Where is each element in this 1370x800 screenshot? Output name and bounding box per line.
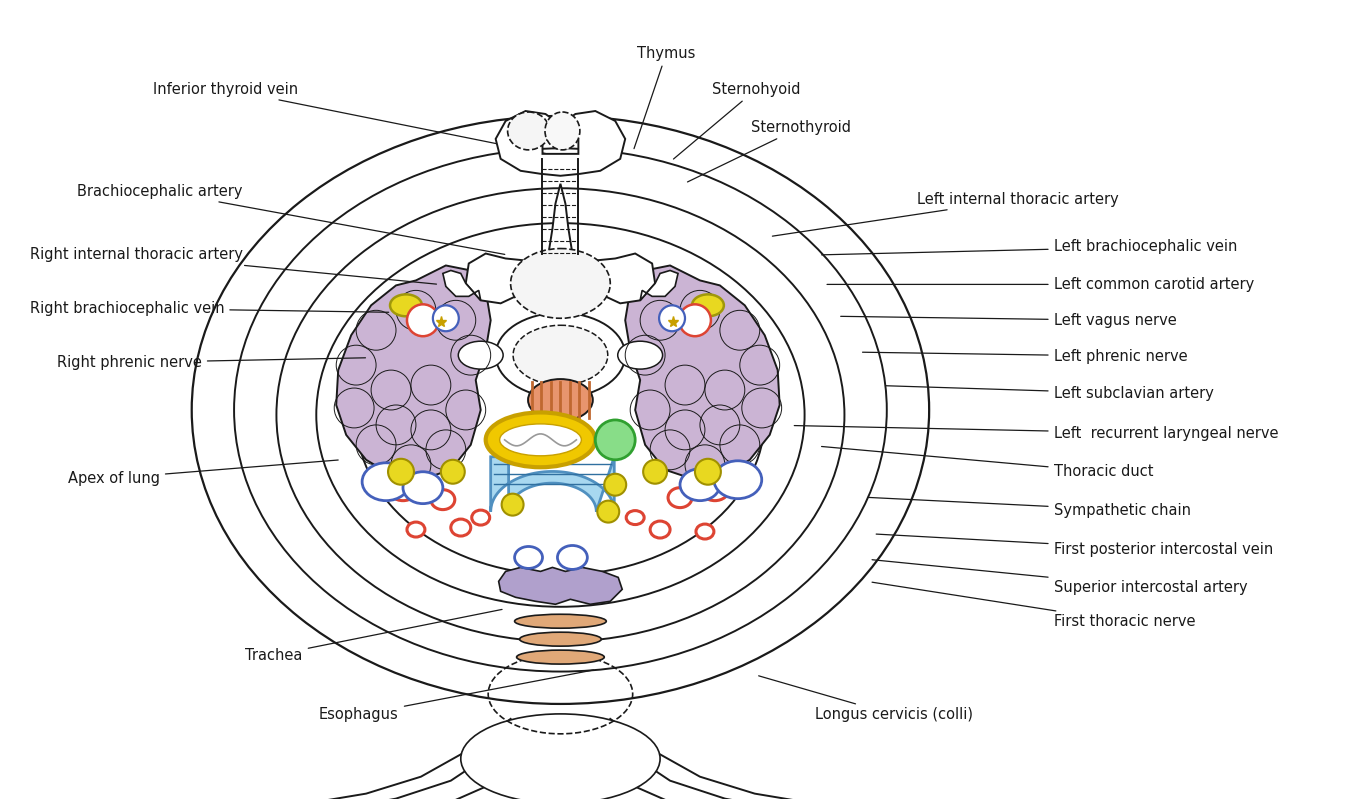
Polygon shape [336,266,490,480]
Ellipse shape [618,342,663,369]
Ellipse shape [496,313,625,398]
Ellipse shape [403,472,443,504]
Ellipse shape [277,188,844,642]
Circle shape [643,460,667,484]
Ellipse shape [389,478,416,501]
Text: Longus cervicis (colli): Longus cervicis (colli) [759,676,973,722]
Text: Left subclavian artery: Left subclavian artery [886,386,1214,401]
Circle shape [388,458,414,485]
Text: First thoracic nerve: First thoracic nerve [873,582,1195,629]
Text: Sympathetic chain: Sympathetic chain [869,498,1191,518]
Ellipse shape [511,249,610,318]
Text: Apex of lung: Apex of lung [68,460,338,486]
Polygon shape [466,254,655,308]
Text: Left internal thoracic artery: Left internal thoracic artery [773,192,1119,236]
Circle shape [407,304,438,336]
Text: Superior intercostal artery: Superior intercostal artery [873,560,1247,595]
Ellipse shape [192,116,929,704]
Ellipse shape [680,469,719,501]
Ellipse shape [500,424,581,456]
Text: First posterior intercostal vein: First posterior intercostal vein [877,534,1273,558]
Text: Thoracic duct: Thoracic duct [822,446,1154,479]
Polygon shape [640,270,678,300]
Circle shape [596,420,636,460]
Ellipse shape [486,413,596,467]
Polygon shape [625,266,780,480]
Text: Sternohyoid: Sternohyoid [674,82,801,159]
Ellipse shape [626,510,644,525]
Ellipse shape [515,546,543,569]
Text: Left brachiocephalic vein: Left brachiocephalic vein [822,239,1237,255]
Text: Esophagus: Esophagus [319,670,593,722]
Text: Inferior thyroid vein: Inferior thyroid vein [152,82,559,156]
Text: Trachea: Trachea [245,610,501,662]
Text: Left common carotid artery: Left common carotid artery [827,277,1254,292]
Circle shape [441,460,464,484]
Ellipse shape [432,490,455,510]
Ellipse shape [519,632,601,646]
Text: Left vagus nerve: Left vagus nerve [841,313,1177,328]
Ellipse shape [390,294,422,316]
Ellipse shape [701,478,729,501]
Polygon shape [499,567,622,604]
Ellipse shape [508,112,549,150]
Ellipse shape [459,342,503,369]
Ellipse shape [407,522,425,537]
Ellipse shape [696,524,714,539]
Ellipse shape [692,294,723,316]
Text: Left phrenic nerve: Left phrenic nerve [863,349,1188,364]
Ellipse shape [451,519,471,536]
Text: Left  recurrent laryngeal nerve: Left recurrent laryngeal nerve [795,426,1278,441]
Ellipse shape [460,714,660,800]
Polygon shape [496,111,625,176]
Polygon shape [490,457,614,512]
Circle shape [501,494,523,515]
Text: Thymus: Thymus [634,46,696,149]
Polygon shape [548,184,573,254]
Text: Brachiocephalic artery: Brachiocephalic artery [78,184,504,254]
Ellipse shape [316,223,804,606]
Ellipse shape [516,650,604,664]
Ellipse shape [545,112,580,150]
Circle shape [695,458,721,485]
Text: Right internal thoracic artery: Right internal thoracic artery [30,247,437,284]
Ellipse shape [669,488,692,508]
Polygon shape [443,270,481,300]
Circle shape [433,306,459,331]
Ellipse shape [515,614,607,628]
Ellipse shape [651,521,670,538]
Ellipse shape [471,510,489,525]
Ellipse shape [234,148,886,671]
Ellipse shape [558,546,588,570]
Circle shape [659,306,685,331]
Circle shape [604,474,626,496]
Ellipse shape [527,379,593,421]
Circle shape [680,304,711,336]
Ellipse shape [514,326,608,385]
Ellipse shape [362,462,410,501]
Text: Sternothyroid: Sternothyroid [688,120,851,182]
Ellipse shape [714,461,762,498]
Circle shape [597,501,619,522]
Text: Right phrenic nerve: Right phrenic nerve [58,355,366,370]
Ellipse shape [356,261,764,575]
Text: Right brachiocephalic vein: Right brachiocephalic vein [30,301,389,316]
